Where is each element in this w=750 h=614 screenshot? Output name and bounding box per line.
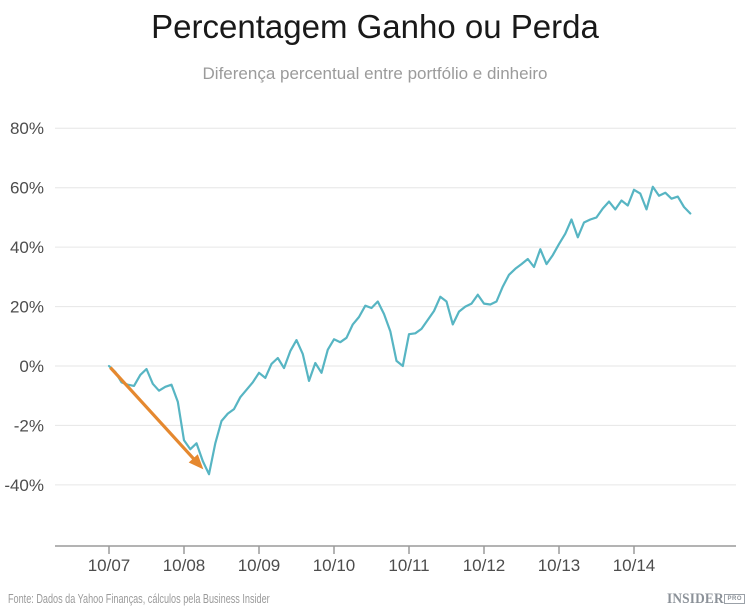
- chart-subtitle: Diferença percentual entre portfólio e d…: [202, 64, 548, 83]
- y-tick-label: -40%: [4, 476, 44, 495]
- x-tick-label: 10/07: [88, 556, 131, 575]
- x-tick-label: 10/14: [613, 556, 656, 575]
- logo-wordmark: INSIDER: [666, 591, 724, 607]
- data-line: [107, 185, 692, 476]
- x-tick-label: 10/12: [463, 556, 506, 575]
- x-tick-label: 10/11: [388, 556, 429, 575]
- chart-title: Percentagem Ganho ou Perda: [151, 8, 599, 45]
- y-tick-label: 40%: [10, 238, 44, 257]
- logo-pro-badge: PRO: [724, 594, 745, 604]
- x-tick-label: 10/13: [538, 556, 581, 575]
- x-tick-label: 10/09: [238, 556, 281, 575]
- x-tick-label: 10/08: [163, 556, 206, 575]
- source-note: Fonte: Dados da Yahoo Finanças, cálculos…: [8, 591, 270, 606]
- annotation-arrow-shaft: [109, 366, 198, 463]
- insider-pro-logo: INSIDER PRO: [662, 590, 745, 608]
- y-tick-label: 60%: [10, 179, 44, 198]
- x-tick-label: 10/10: [313, 556, 356, 575]
- chart-footer: Fonte: Dados da Yahoo Finanças, cálculos…: [0, 588, 750, 610]
- y-tick-label: -2%: [14, 416, 44, 435]
- annotation-arrow-head: [188, 454, 204, 470]
- y-tick-label: 20%: [10, 298, 44, 317]
- y-tick-label: 80%: [10, 119, 44, 138]
- y-tick-label: 0%: [19, 357, 44, 376]
